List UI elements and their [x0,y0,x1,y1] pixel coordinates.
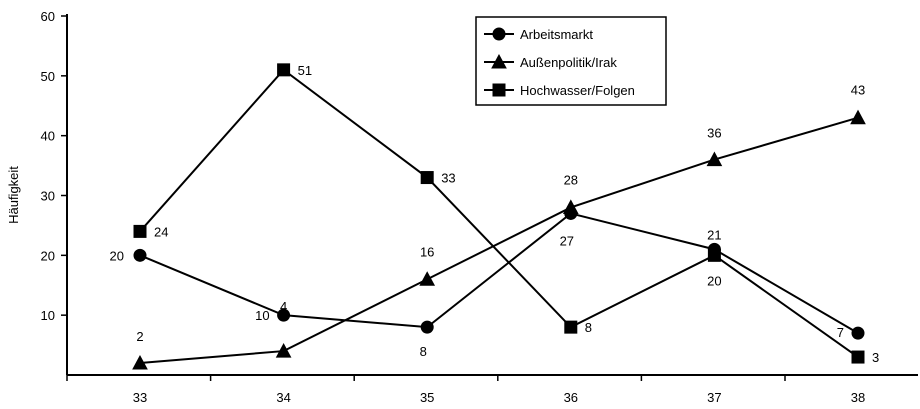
x-tick-label: 36 [564,390,578,405]
data-label: 4 [280,299,287,314]
legend-marker-square [492,83,506,97]
data-point-square [277,63,291,77]
data-point-triangle [419,271,436,286]
data-label: 24 [154,224,168,239]
y-axis-ticks: 10 20 30 40 50 60 [41,9,67,323]
data-label: 33 [441,171,455,186]
data-point-square [564,320,578,334]
legend-marker-circle [492,27,506,41]
x-tick-label: 37 [707,390,721,405]
data-point-triangle [850,109,866,125]
data-point-triangle [706,151,723,167]
data-point-square [851,350,865,364]
x-tick-label: 33 [133,390,147,405]
data-label: 7 [837,325,844,340]
x-tick-label: 35 [420,390,434,405]
legend-entry: Hochwasser/Folgen [520,83,635,98]
series-line [139,212,859,334]
series-line [139,116,859,365]
y-tick-label: 40 [41,129,55,144]
data-label: 28 [564,172,578,187]
legend-entry: Außenpolitik/Irak [520,55,617,70]
y-tick-label: 20 [41,248,55,263]
data-point-circle [851,326,865,340]
data-label: 2 [136,329,143,344]
series-arbeitsmarkt: 20 10 8 27 21 7 [110,206,865,359]
x-tick-label: 38 [851,390,865,405]
data-point-triangle [275,343,292,358]
legend-entry: Arbeitsmarkt [520,27,593,42]
data-label: 20 [110,248,124,263]
data-label: 3 [872,350,879,365]
x-axis-ticks: 33 34 35 36 37 38 [66,375,865,405]
data-point-triangle [132,354,148,370]
y-tick-label: 60 [41,9,55,24]
data-label: 43 [851,83,865,98]
data-label: 20 [707,273,721,288]
data-label: 8 [420,344,427,359]
y-tick-label: 10 [41,308,55,323]
y-tick-label: 30 [41,189,55,204]
data-point-circle [277,308,291,322]
data-point-triangle [562,199,579,214]
y-axis-title: Häufigkeit [6,166,21,224]
data-point-circle [133,248,147,262]
data-point-square [420,171,434,185]
data-point-square [133,224,147,238]
data-point-circle [420,320,434,334]
series-line [139,68,859,358]
data-label: 51 [298,63,312,78]
y-tick-label: 50 [41,69,55,84]
data-label: 27 [560,233,574,248]
data-point-square [707,248,721,262]
x-tick-label: 34 [276,390,290,405]
legend: Arbeitsmarkt Außenpolitik/Irak Hochwasser/… [475,16,667,106]
data-label: 10 [255,308,269,323]
data-label: 36 [707,126,721,141]
data-label: 16 [420,244,434,259]
data-label: 21 [707,227,721,242]
data-label: 8 [585,320,592,335]
legend-marker-triangle [491,53,507,69]
